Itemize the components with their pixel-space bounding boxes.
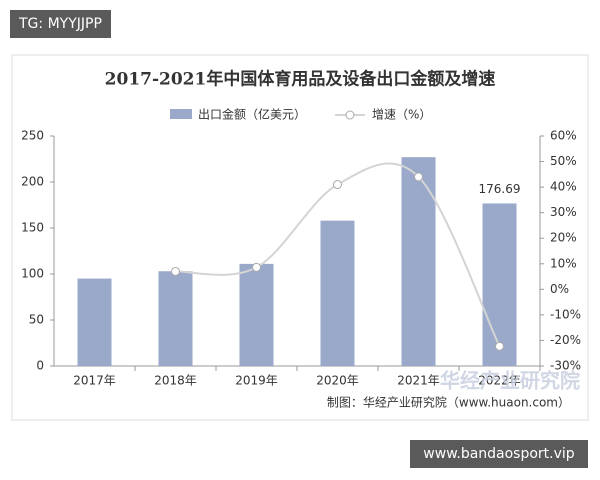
- x-tick-label: 2018年: [154, 374, 197, 388]
- y2-tick-label: 0%: [550, 282, 569, 296]
- point: [252, 262, 261, 272]
- x-tick-label: 2017年: [73, 374, 116, 388]
- site-label: www.bandaosport.vip: [410, 440, 588, 468]
- y-tick-label: 50: [29, 313, 44, 327]
- legend-label: 增速（%）: [372, 108, 431, 122]
- y2-tick-label: 40%: [550, 180, 577, 194]
- y2-tick-label: 50%: [550, 154, 577, 168]
- x-tick-label: 2021年: [397, 374, 440, 388]
- bar: [401, 157, 436, 366]
- bar: [158, 271, 193, 366]
- watermark: 华经产业研究院: [440, 369, 580, 393]
- y2-tick-label: -20%: [550, 333, 581, 347]
- x-tick-label: 2019年: [235, 374, 278, 388]
- y2-tick-label: 60%: [550, 129, 577, 143]
- point: [171, 266, 180, 276]
- y2-tick-label: -30%: [550, 359, 581, 373]
- value-label: 176.69: [479, 182, 521, 196]
- y2-tick-label: -10%: [550, 307, 581, 321]
- source: 制图：华经产业研究院（www.huaon.com）: [327, 395, 570, 410]
- point: [414, 172, 423, 182]
- y-tick-label: 0: [36, 359, 44, 373]
- tag: TG: MYYJJPP: [10, 10, 111, 38]
- y2-tick-label: 20%: [550, 231, 577, 245]
- legend-label: 出口金额（亿美元）: [198, 107, 306, 122]
- legend-swatch: [345, 110, 355, 120]
- point: [495, 341, 504, 351]
- y-tick-label: 150: [21, 221, 44, 235]
- y-tick-label: 200: [21, 175, 44, 189]
- chart-title: 2017-2021年中国体育用品及设备出口金额及增速: [105, 69, 496, 90]
- y-tick-label: 250: [21, 129, 44, 143]
- x-tick-label: 2020年: [316, 374, 359, 388]
- bar: [482, 203, 517, 366]
- bar: [320, 220, 355, 366]
- bar: [77, 278, 112, 366]
- y-tick-label: 100: [21, 267, 44, 281]
- bar: [239, 263, 274, 366]
- y2-tick-label: 10%: [550, 256, 577, 270]
- point: [333, 180, 342, 190]
- legend-swatch: [170, 109, 192, 119]
- y2-tick-label: 30%: [550, 205, 577, 219]
- x-tick-label: 2022年: [478, 374, 521, 388]
